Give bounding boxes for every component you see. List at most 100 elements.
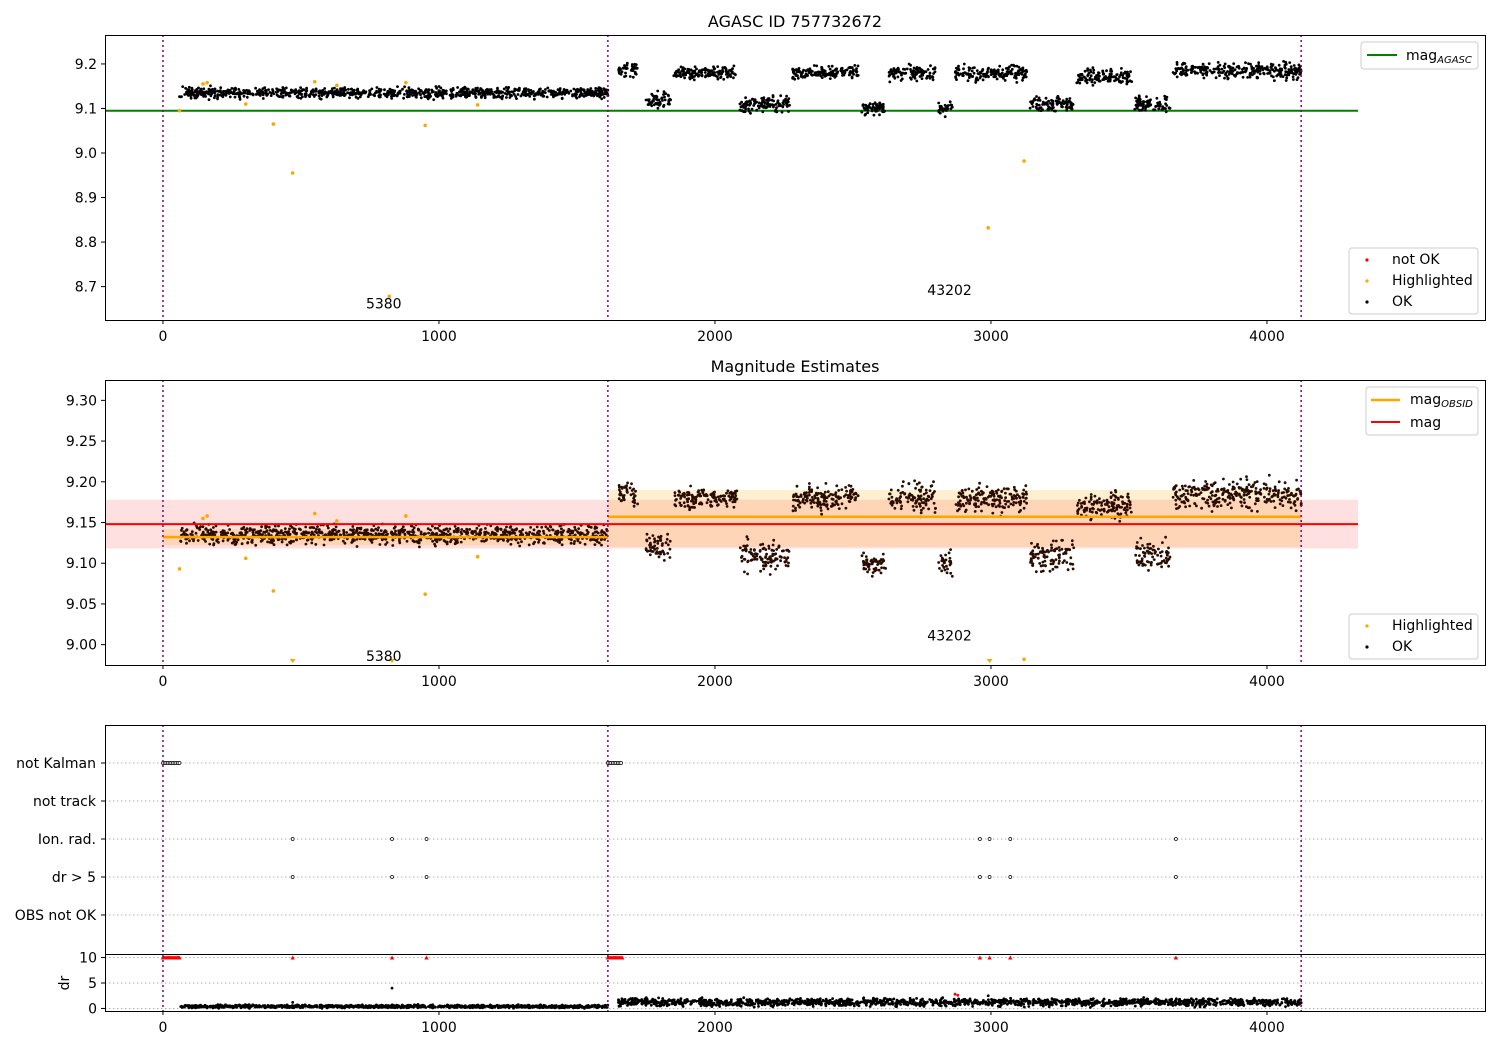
ok-point (1069, 104, 1073, 108)
ok-point (577, 527, 580, 530)
ok-point (1256, 491, 1259, 495)
ok-point (305, 538, 309, 542)
ok-point (1086, 74, 1090, 78)
ok-point (1113, 75, 1116, 79)
ok-point (1032, 553, 1035, 556)
ok-point (890, 495, 894, 499)
ok-point (964, 510, 967, 513)
ok-point (336, 92, 339, 96)
ok-point (281, 95, 285, 99)
ok-point (1240, 496, 1243, 499)
highlighted-point (243, 102, 248, 106)
ok-point (1016, 70, 1020, 73)
ok-point (767, 97, 771, 100)
ok-point (725, 491, 728, 495)
ok-point (238, 98, 242, 101)
ok-point (600, 97, 604, 101)
ok-point (201, 525, 205, 529)
ok-point (212, 542, 216, 545)
ok-point (456, 526, 460, 530)
ok-point (897, 67, 900, 71)
ok-point (1024, 484, 1028, 488)
ok-point (562, 529, 565, 532)
ok-point (1120, 67, 1123, 70)
ok-point (433, 538, 437, 542)
ok-point (576, 530, 579, 533)
ok-point (1135, 99, 1138, 103)
ok-point (1065, 561, 1069, 564)
ok-point (1204, 480, 1207, 483)
ok-point (1180, 500, 1184, 504)
ok-point (668, 97, 672, 101)
ok-point (896, 75, 900, 79)
ok-point (785, 557, 788, 561)
highlighted-point (1022, 657, 1026, 662)
ok-point (1185, 69, 1188, 72)
ok-point (824, 482, 828, 485)
ok-point (507, 86, 511, 89)
ok-point (202, 95, 206, 98)
ok-point (356, 87, 360, 91)
ok-point (1120, 73, 1124, 77)
highlighted-point (1022, 159, 1026, 163)
ok-point (814, 73, 818, 77)
x-tick-label: 0 (158, 329, 167, 345)
ok-point (1184, 495, 1188, 499)
ok-point (1092, 68, 1096, 72)
ok-point (267, 525, 271, 529)
ok-point (1181, 68, 1185, 71)
ok-point (1185, 498, 1189, 502)
ok-point (1244, 69, 1247, 73)
ok-point (436, 527, 440, 530)
ok-point (572, 542, 576, 545)
ok-point (836, 496, 840, 499)
ok-point (719, 494, 722, 498)
ok-point (878, 113, 881, 117)
ok-point (847, 484, 851, 487)
ok-point (1045, 555, 1049, 559)
ok-point (382, 92, 386, 96)
ok-point (798, 505, 802, 509)
ok-point (992, 492, 996, 496)
ok-point (991, 511, 995, 515)
ok-point (571, 529, 575, 533)
ok-point (391, 538, 395, 542)
ok-point (1010, 63, 1013, 67)
ok-point (317, 94, 321, 98)
ok-point (527, 93, 530, 96)
ok-point (740, 559, 744, 563)
ok-point (996, 488, 1000, 492)
ok-point (398, 539, 401, 543)
ok-point (1060, 538, 1064, 542)
ok-point (791, 509, 795, 513)
ok-point (944, 553, 947, 557)
ok-point (1005, 73, 1008, 77)
ok-point (1078, 498, 1081, 502)
ok-point (826, 507, 830, 511)
ok-point (660, 96, 664, 100)
ok-point (1037, 546, 1040, 550)
ok-point (976, 499, 980, 503)
ok-point (427, 89, 430, 92)
ok-point (310, 541, 314, 545)
ok-point (233, 95, 237, 99)
ok-point (514, 538, 518, 542)
ok-point (1100, 504, 1103, 507)
ok-point (830, 497, 834, 501)
ok-point (1267, 492, 1271, 496)
ok-point (359, 526, 363, 530)
ok-point (691, 495, 694, 499)
ok-point (363, 529, 367, 532)
ok-point (1011, 503, 1015, 507)
ok-point (1186, 492, 1190, 495)
ok-point (431, 539, 434, 543)
ok-point (356, 532, 360, 535)
ok-point (729, 495, 733, 499)
ok-point (499, 528, 503, 531)
ok-point (1076, 504, 1079, 507)
ok-point (889, 68, 893, 71)
ok-point (513, 531, 517, 535)
ok-point (966, 499, 970, 503)
x-tick-label: 1000 (421, 674, 457, 690)
ok-point (1118, 519, 1122, 523)
